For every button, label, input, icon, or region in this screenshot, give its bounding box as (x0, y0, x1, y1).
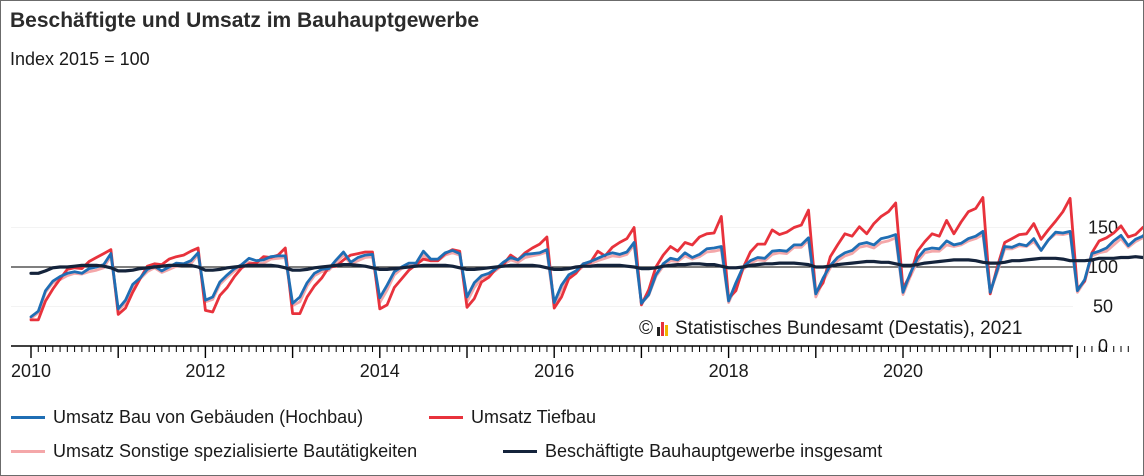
copyright-text: © (639, 318, 653, 339)
legend-item-hochbau: Umsatz Bau von Gebäuden (Hochbau) (11, 407, 363, 428)
legend-swatch-tiefbau (429, 416, 463, 419)
legend-item-sonstige: Umsatz Sonstige spezialisierte Bautätigk… (11, 441, 417, 462)
x-tick-label: 2014 (360, 361, 400, 381)
chart-title: Beschäftigte und Umsatz im Bauhauptgewer… (10, 9, 480, 32)
legend-swatch-beschaeftigte (503, 450, 537, 453)
legend-label-hochbau: Umsatz Bau von Gebäuden (Hochbau) (53, 407, 364, 427)
legend-label-sonstige: Umsatz Sonstige spezialisierte Bautätigk… (53, 441, 418, 461)
y-tick-label: 100 (1088, 257, 1118, 277)
x-tick-label: 2020 (883, 361, 923, 381)
series-line-hochbau (29, 230, 1143, 319)
legend-item-beschaeftigte: Beschäftigte Bauhauptgewerbe insgesamt (503, 441, 882, 462)
legend-swatch-hochbau (11, 416, 45, 419)
x-tick-label: 2010 (11, 361, 51, 381)
y-tick-label: 150 (1088, 218, 1118, 238)
copyright-source: Statistisches Bundesamt (Destatis), 2021 (675, 318, 1023, 339)
series-line-tiefbau (29, 196, 1143, 322)
legend-label-beschaeftigte: Beschäftigte Bauhauptgewerbe insgesamt (545, 441, 883, 461)
legend-label-tiefbau: Umsatz Tiefbau (471, 407, 597, 427)
destatis-logo-icon (657, 322, 669, 336)
legend-swatch-sonstige (11, 450, 45, 453)
x-tick-label: 2012 (185, 361, 225, 381)
copyright-notice: © Statistisches Bundesamt (Destatis), 20… (639, 318, 1022, 340)
y-tick-label: 50 (1093, 297, 1113, 317)
y-tick-label: 0 (1098, 336, 1108, 356)
series-line-beschaeftigte (29, 255, 1143, 275)
x-tick-label: 2018 (709, 361, 749, 381)
chart-subtitle: Index 2015 = 100 (10, 49, 150, 69)
legend-item-tiefbau: Umsatz Tiefbau (429, 407, 596, 428)
x-tick-label: 2016 (534, 361, 574, 381)
